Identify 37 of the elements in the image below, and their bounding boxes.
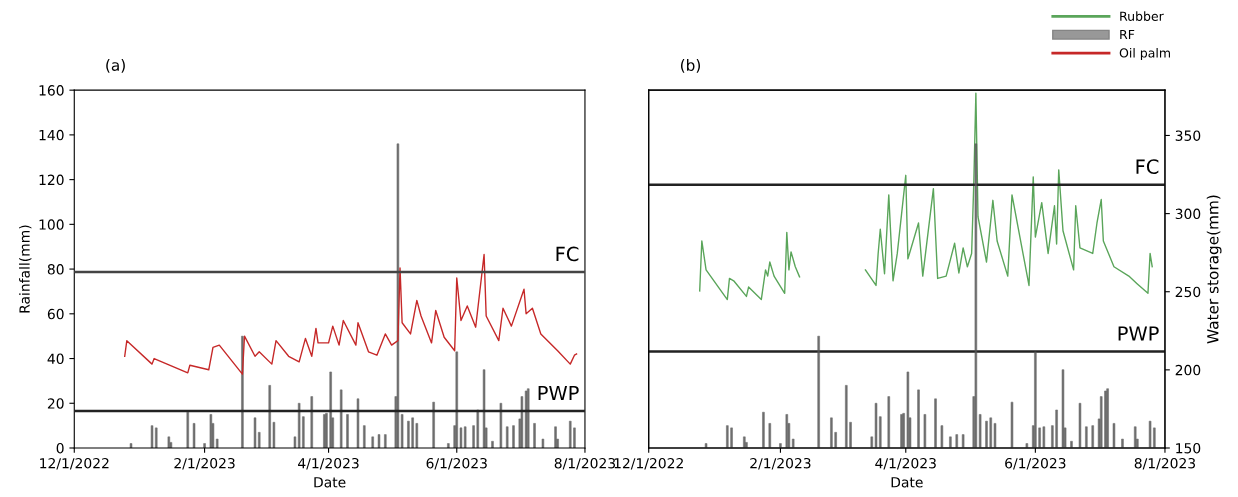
x-tick-label: 2/1/2023 bbox=[174, 457, 235, 470]
legend-label: RF bbox=[1120, 29, 1135, 40]
y-tick-label: 60 bbox=[47, 308, 64, 320]
chart-title: (b) bbox=[681, 59, 700, 73]
y-tick-label: 80 bbox=[47, 264, 64, 275]
x-axis-title: Date bbox=[314, 477, 346, 488]
ref-line-label: FC bbox=[556, 246, 579, 262]
x-tick-label: 6/1/2023 bbox=[1005, 457, 1066, 470]
y-axis-title: Rainfall(mm) bbox=[19, 225, 32, 313]
x-tick-label: 4/1/2023 bbox=[298, 457, 359, 470]
legend-label: Oil palm bbox=[1119, 47, 1170, 61]
y2-tick-label: 200 bbox=[1175, 364, 1201, 376]
y2-tick-label: 150 bbox=[1176, 442, 1201, 454]
y-tick-label: 40 bbox=[47, 353, 64, 365]
chart-title: (a) bbox=[106, 59, 125, 73]
y2-tick-label: 300 bbox=[1175, 208, 1201, 220]
y-tick-label: 0 bbox=[56, 442, 64, 454]
y-tick-label: 100 bbox=[39, 219, 64, 230]
x-tick-label: 8/1/2023 bbox=[1134, 457, 1196, 470]
x-tick-label: 12/1/2022 bbox=[40, 457, 109, 470]
ref-line-label: PWP bbox=[538, 385, 579, 401]
y-tick-label: 160 bbox=[39, 85, 64, 96]
y2-axis-title: Water storage(mm) bbox=[1206, 195, 1222, 344]
x-tick-label: 8/1/2023 bbox=[554, 457, 616, 470]
y2-tick-label: 350 bbox=[1175, 130, 1201, 141]
ref-line-label: FC bbox=[1136, 159, 1159, 174]
y2-tick-label: 250 bbox=[1175, 286, 1201, 298]
ref-line-label: PWP bbox=[1118, 326, 1159, 341]
x-tick-label: 12/1/2022 bbox=[614, 457, 683, 470]
x-tick-label: 4/1/2023 bbox=[875, 457, 936, 470]
legend-label: Rubber bbox=[1120, 11, 1164, 21]
x-tick-label: 2/1/2023 bbox=[750, 457, 811, 470]
y-tick-label: 20 bbox=[47, 398, 64, 409]
y-tick-label: 140 bbox=[39, 129, 64, 141]
x-axis-title: Date bbox=[891, 477, 923, 488]
y-tick-label: 120 bbox=[39, 174, 64, 186]
x-tick-label: 6/1/2023 bbox=[426, 457, 487, 470]
